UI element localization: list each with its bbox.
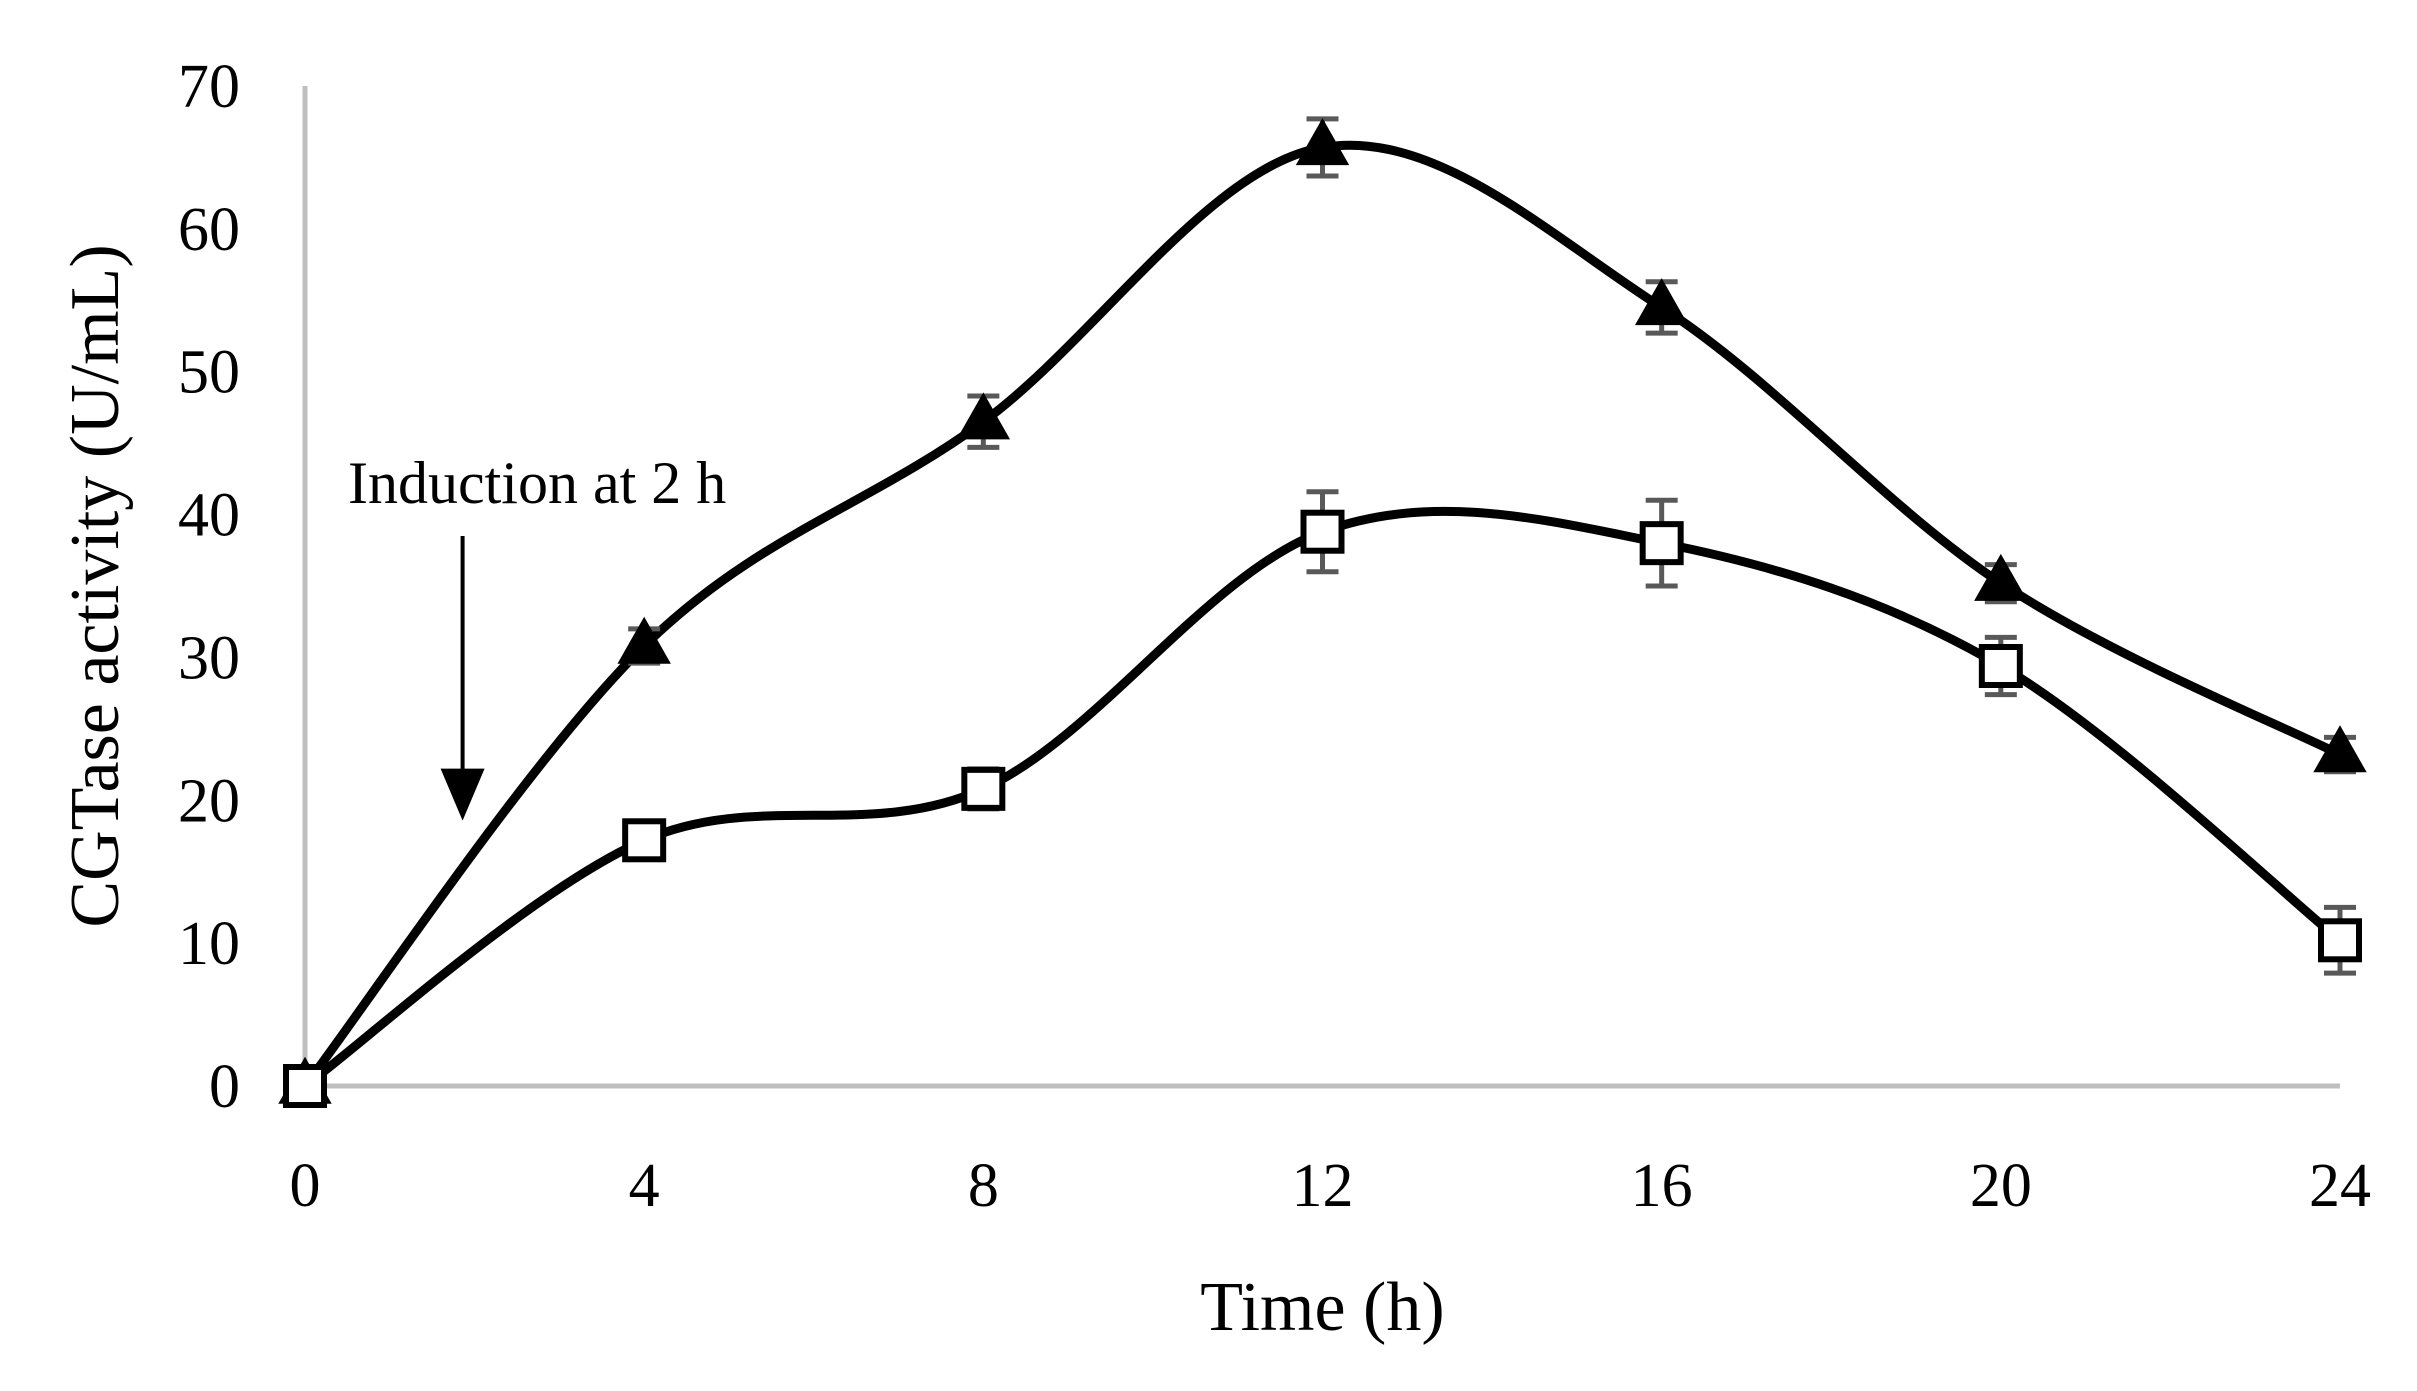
data-point-square	[1978, 644, 2023, 688]
data-point-square	[961, 766, 1006, 811]
series-line	[300, 140, 2345, 1091]
y-tick-labels: 0 10 20 30 40 50 60 70	[178, 53, 240, 1121]
x-tick-label: 20	[1970, 1152, 2032, 1220]
y-axis-title: CGTase activity (U/mL)	[57, 244, 134, 927]
y-tick-label: 50	[178, 339, 240, 407]
y-tick-label: 20	[178, 767, 240, 835]
data-point-square	[2318, 918, 2362, 963]
y-tick-label: 10	[178, 910, 240, 978]
induction-arrow-head-icon	[440, 768, 485, 821]
y-tick-label: 0	[209, 1053, 240, 1121]
x-tick-label: 24	[2309, 1152, 2371, 1220]
x-tick-label: 12	[1292, 1152, 1354, 1220]
y-tick-label: 30	[178, 624, 240, 692]
x-tick-labels: 0 4 8 12 16 20 24	[290, 1152, 2372, 1220]
series-open-square	[283, 489, 2362, 1108]
x-axis-title: Time (h)	[1200, 1269, 1444, 1346]
y-tick-label: 40	[178, 482, 240, 550]
data-point-triangle	[1974, 553, 2028, 601]
data-point-triangle	[1634, 278, 1689, 326]
y-tick-label: 70	[178, 53, 240, 121]
data-point-triangle	[1295, 118, 1350, 166]
data-point-triangle	[956, 392, 1011, 440]
axes	[302, 86, 2340, 1089]
data-point-square	[283, 1064, 327, 1108]
annotation-layer: Induction at 2 h	[348, 450, 726, 821]
x-tick-label: 4	[629, 1152, 660, 1220]
series-line	[300, 506, 2345, 1091]
data-point-triangle	[2313, 725, 2367, 773]
data-point-square	[1300, 509, 1345, 554]
x-tick-label: 0	[290, 1152, 321, 1220]
y-tick-label: 60	[178, 196, 240, 264]
x-tick-label: 16	[1631, 1152, 1693, 1220]
x-tick-label: 8	[968, 1152, 999, 1220]
series-layer	[278, 116, 2367, 1108]
data-point-square	[622, 818, 667, 863]
induction-annotation: Induction at 2 h	[348, 450, 726, 516]
data-point-triangle	[617, 616, 671, 664]
data-point-square	[1639, 521, 1684, 566]
series-filled-triangle	[278, 116, 2367, 1104]
